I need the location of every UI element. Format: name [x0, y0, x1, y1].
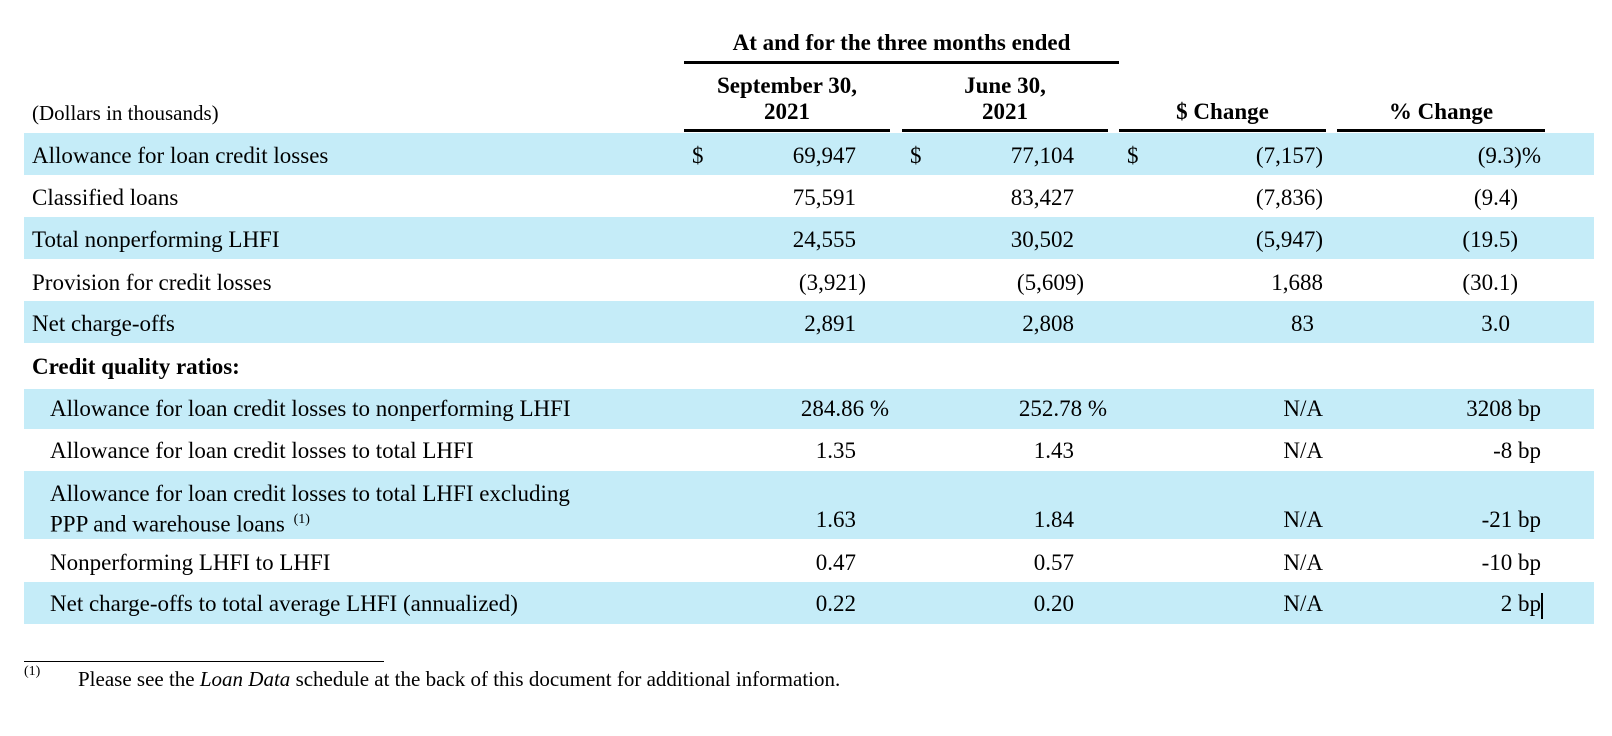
value-dollar-change: 1,688: [1271, 270, 1323, 295]
header-rule-col3: [1119, 129, 1326, 132]
value-pct-change: (19.5): [1462, 227, 1518, 252]
value-dollar-change: N/A: [1283, 396, 1323, 421]
value-pct-change: (9.4): [1473, 185, 1518, 210]
value-jun: 0.20: [1033, 591, 1074, 616]
header-rule-col2: [902, 129, 1108, 132]
row-band: [24, 133, 1594, 175]
value-sep: 0.22: [815, 591, 856, 616]
group-title-rule: [684, 61, 1119, 64]
section-title: Credit quality ratios:: [32, 354, 240, 379]
value-pct-change: -10 bp: [1481, 550, 1541, 575]
column-header-jun-2021: June 30, 2021: [902, 73, 1108, 125]
header-rule-col4: [1337, 129, 1545, 132]
text-cursor: [1541, 593, 1543, 619]
value-jun: 77,104: [1010, 143, 1074, 168]
value-sep: 0.47: [815, 550, 856, 575]
footnote-marker: (1): [24, 664, 41, 679]
ratio-label: Allowance for loan credit losses to tota…: [50, 438, 474, 463]
ratio-label: Net charge-offs to total average LHFI (a…: [50, 591, 518, 616]
header-rule-col1: [684, 129, 890, 132]
column-header-pct-change: % Change: [1388, 99, 1494, 124]
value-dollar-change: 83: [1291, 311, 1314, 336]
column-header-line: September 30,: [716, 73, 858, 98]
value-pct-change: (30.1): [1462, 270, 1518, 295]
row-band: [24, 217, 1594, 259]
row-label: Classified loans: [32, 185, 179, 210]
column-header-line: June 30,: [964, 73, 1046, 98]
value-dollar-change: (7,157): [1255, 143, 1323, 168]
row-band: [24, 301, 1594, 343]
value-dollar-change: (7,836): [1255, 185, 1323, 210]
value-jun: 2,808: [1022, 311, 1074, 336]
value-sep: 69,947: [792, 143, 856, 168]
ratio-label: Allowance for loan credit losses to nonp…: [50, 396, 571, 421]
value-dollar-change: (5,947): [1255, 227, 1323, 252]
value-sep: 1.63: [815, 507, 856, 532]
footnote-reference: (1): [293, 512, 310, 527]
value-pct-change: -21 bp: [1481, 507, 1541, 532]
value-pct-change: 2 bp: [1500, 591, 1541, 616]
ratio-label-text: PPP and warehouse loans: [50, 511, 285, 537]
value-jun: 0.57: [1033, 550, 1074, 575]
row-label: Provision for credit losses: [32, 270, 272, 295]
footnote-text-after: schedule at the back of this document fo…: [295, 667, 841, 691]
footnote-text-before: Please see the: [78, 667, 195, 691]
row-label: Allowance for loan credit losses: [32, 143, 329, 168]
value-dollar-change: N/A: [1283, 438, 1323, 463]
dollar-sign: $: [1127, 143, 1139, 168]
value-jun: (5,609): [1016, 270, 1084, 295]
value-jun: 1.43: [1033, 438, 1074, 463]
value-jun: 1.84: [1033, 507, 1074, 532]
value-jun: 252.78 %: [1018, 396, 1107, 421]
footnote-text: Please see the Loan Data schedule at the…: [78, 667, 840, 692]
value-jun: 30,502: [1010, 227, 1074, 252]
value-sep: 75,591: [792, 185, 856, 210]
units-label: (Dollars in thousands): [32, 101, 219, 125]
row-band: [24, 471, 1594, 539]
dollar-sign: $: [910, 143, 922, 168]
column-header-line: 2021: [982, 99, 1028, 124]
ratio-label-line2: PPP and warehouse loans (1): [50, 506, 310, 539]
row-band: [24, 582, 1594, 624]
value-sep: 2,891: [804, 311, 856, 336]
column-header-sep-2021: September 30, 2021: [684, 73, 890, 125]
value-jun: 83,427: [1010, 185, 1074, 210]
column-group-title: At and for the three months ended: [732, 30, 1071, 55]
row-label: Net charge-offs: [32, 311, 175, 336]
value-dollar-change: N/A: [1283, 550, 1323, 575]
value-dollar-change: N/A: [1283, 507, 1323, 532]
value-pct-change: 3208 bp: [1466, 396, 1541, 421]
value-sep: 284.86 %: [800, 396, 889, 421]
value-pct-change: 3.0: [1481, 311, 1510, 336]
footnote-rule: [24, 661, 384, 662]
value-dollar-change: N/A: [1283, 591, 1323, 616]
footnote-text-italic: Loan Data: [199, 667, 291, 691]
row-band: [24, 389, 1594, 429]
row-label: Total nonperforming LHFI: [32, 227, 280, 252]
column-header-line: 2021: [764, 99, 810, 124]
value-pct-change: -8 bp: [1493, 438, 1541, 463]
value-sep: (3,921): [798, 270, 866, 295]
value-pct-change: (9.3)%: [1477, 143, 1541, 168]
ratio-label-line1: Allowance for loan credit losses to tota…: [50, 481, 570, 506]
column-header-dollar-change: $ Change: [1176, 99, 1269, 124]
value-sep: 1.35: [815, 438, 856, 463]
dollar-sign: $: [692, 143, 704, 168]
value-sep: 24,555: [792, 227, 856, 252]
ratio-label: Nonperforming LHFI to LHFI: [50, 550, 331, 575]
